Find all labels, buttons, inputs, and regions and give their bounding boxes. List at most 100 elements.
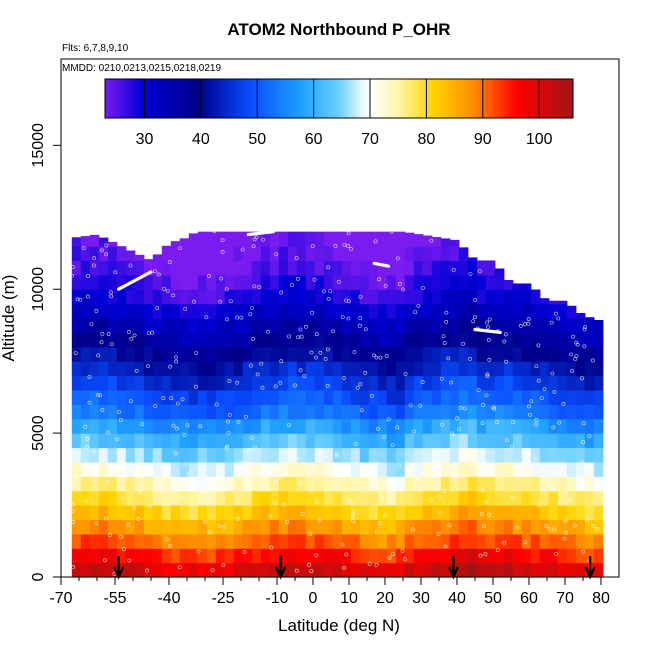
heatmap-cell: [314, 375, 325, 391]
sample-point: [71, 265, 75, 270]
sample-point: [413, 476, 418, 481]
heatmap-cell: [530, 346, 541, 362]
heatmap-cell: [359, 318, 370, 333]
sample-point: [533, 457, 538, 462]
heatmap-cell: [179, 289, 190, 305]
sample-point: [347, 498, 352, 503]
heatmap-cell: [440, 476, 451, 492]
heatmap-cell: [89, 318, 100, 333]
heatmap-cell: [557, 505, 568, 521]
heatmap-cell: [431, 505, 442, 521]
heatmap-cell: [431, 519, 442, 535]
heatmap-cell: [215, 447, 226, 463]
sample-point: [403, 557, 407, 562]
sample-point: [99, 340, 104, 345]
heatmap-cell: [287, 490, 298, 506]
y-tick-label: 5000: [30, 415, 47, 451]
sample-point: [251, 337, 255, 342]
heatmap-cell: [251, 289, 262, 305]
sample-point: [522, 452, 527, 456]
heatmap-cell: [125, 260, 136, 276]
sample-point: [312, 277, 317, 282]
heatmap-cell: [170, 476, 181, 492]
heatmap-cell: [458, 404, 469, 420]
sample-point: [438, 511, 443, 515]
heatmap-cell: [503, 404, 514, 420]
heatmap-cell: [530, 318, 541, 333]
heatmap-cell: [305, 548, 316, 564]
heatmap-cell: [368, 246, 379, 262]
heatmap-cell: [206, 562, 217, 578]
sample-point: [155, 494, 160, 499]
heatmap-cell: [143, 461, 154, 477]
heatmap-cell: [260, 274, 271, 290]
sample-point: [175, 426, 179, 431]
sample-point: [287, 334, 291, 339]
sample-point: [268, 514, 273, 519]
heatmap-cell: [197, 389, 208, 405]
sample-point: [273, 501, 278, 506]
heatmap-cell: [476, 346, 487, 362]
heatmap-cell: [188, 562, 199, 578]
sample-point: [145, 568, 149, 573]
heatmap-cell: [323, 318, 334, 333]
heatmap-cell: [242, 289, 253, 305]
sample-point: [502, 339, 507, 344]
heatmap-cell: [197, 490, 208, 506]
heatmap-cell: [350, 332, 361, 348]
heatmap-cell: [494, 332, 505, 348]
heatmap-cell: [170, 505, 181, 521]
sample-point: [161, 396, 166, 400]
heatmap-cell: [431, 490, 442, 506]
heatmap-cell: [143, 332, 154, 348]
heatmap-cell: [350, 505, 361, 521]
heatmap-cell: [107, 476, 118, 492]
heatmap-cell: [404, 332, 415, 348]
heatmap-cell: [296, 303, 307, 319]
sample-point: [550, 371, 555, 376]
heatmap-cell: [476, 274, 487, 290]
heatmap-cell: [593, 320, 604, 333]
heatmap-cell: [98, 490, 109, 506]
heatmap-cell: [287, 318, 298, 333]
heatmap-cell: [458, 490, 469, 506]
heatmap-cell: [170, 246, 181, 262]
heatmap-cell: [359, 533, 370, 549]
heatmap-cell: [431, 476, 442, 492]
heatmap-cell: [431, 274, 442, 290]
heatmap-cell: [215, 375, 226, 391]
heatmap-cell: [404, 461, 415, 477]
heatmap-cell: [116, 375, 127, 391]
heatmap-cell: [476, 289, 487, 305]
heatmap-cell: [440, 562, 451, 578]
heatmap-cell: [377, 375, 388, 391]
x-tick-label: 0: [309, 590, 318, 607]
colorbar-tick-label: 30: [136, 131, 154, 148]
heatmap-cell: [422, 562, 433, 578]
sample-point: [252, 284, 257, 289]
heatmap-cell: [188, 361, 199, 377]
heatmap-cell: [476, 533, 487, 549]
heatmap-cell: [368, 418, 379, 434]
heatmap-cell: [224, 346, 235, 362]
heatmap-cell: [440, 533, 451, 549]
heatmap-cell: [485, 461, 496, 477]
heatmap-cell: [107, 274, 118, 290]
heatmap-cell: [107, 433, 118, 449]
sample-point: [537, 503, 541, 508]
heatmap-cell: [98, 505, 109, 521]
sample-point: [377, 521, 382, 526]
heatmap-cell: [395, 318, 406, 333]
heatmap-cell: [125, 461, 136, 477]
sample-point: [480, 488, 485, 493]
sample-point: [73, 351, 78, 355]
heatmap-cell: [260, 505, 271, 521]
sample-point: [429, 238, 434, 243]
sample-point: [168, 364, 173, 369]
heatmap-cell: [197, 433, 208, 449]
heatmap-cell: [278, 318, 289, 333]
heatmap-cell: [341, 361, 352, 377]
heatmap-cell: [422, 303, 433, 319]
sample-point: [217, 524, 221, 529]
heatmap-cell: [143, 548, 154, 564]
